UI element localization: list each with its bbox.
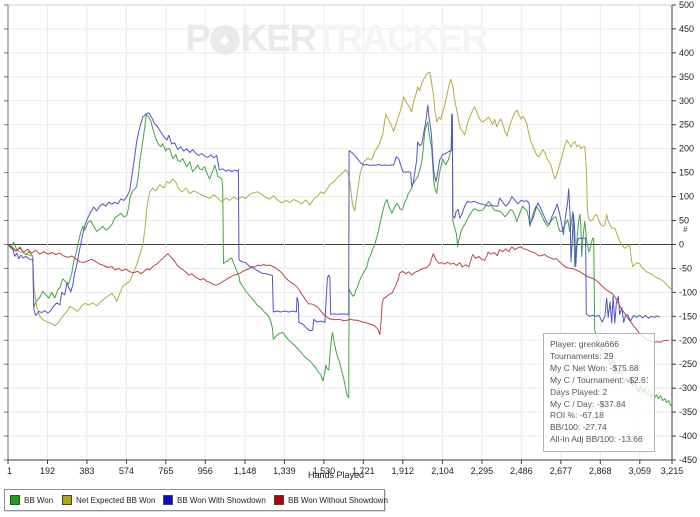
stat-line-per-day: My C / Day: -$37.84 — [550, 398, 626, 409]
x-tick-label: 383 — [79, 466, 94, 476]
x-tick-label: 1,339 — [273, 466, 296, 476]
x-axis-title: Hands Played — [307, 470, 365, 480]
y-tick-label: 100 — [679, 192, 694, 202]
x-tick-label: 574 — [119, 466, 134, 476]
legend-item-bb-won-with-showdown: BB Won With Showdown — [163, 490, 266, 510]
y-tick-label: 400 — [679, 48, 694, 58]
y-tick-label: 500 — [679, 0, 694, 10]
y-axis-title: # — [683, 225, 688, 234]
legend-label: BB Won Without Showdown — [288, 495, 388, 505]
stat-line-per-tournament: My C / Tournament: -$2.61 — [550, 374, 648, 385]
x-tick-label: 1,721 — [352, 466, 375, 476]
y-tick-label: -150 — [679, 311, 697, 321]
y-tick-label: 450 — [679, 24, 694, 34]
stat-line-net-won: My C Net Won: -$75.68 — [550, 362, 639, 373]
x-tick-label: 2,677 — [550, 466, 573, 476]
stat-line-bb100: BB/100: -27.74 — [550, 422, 607, 433]
y-tick-label: 300 — [679, 96, 694, 106]
stat-line-allin-adj: All-In Adj BB/100: -13.66 — [550, 434, 643, 445]
x-tick-label: 2,295 — [471, 466, 494, 476]
legend: BB Won Net Expected BB Won BB Won With S… — [4, 489, 388, 511]
watermark-tracker: TRACKER — [314, 18, 489, 60]
spade-icon: ♠ — [220, 29, 230, 49]
legend-item-net-expected-bb-won: Net Expected BB Won — [62, 490, 155, 510]
legend-swatch-without-showdown — [274, 495, 284, 505]
y-tick-label: 250 — [679, 120, 694, 130]
legend-label: BB Won With Showdown — [177, 495, 266, 505]
x-tick-label: 2,486 — [510, 466, 533, 476]
y-tick-label: -300 — [679, 383, 697, 393]
legend-swatch-with-showdown — [163, 495, 173, 505]
legend-swatch-bb-won — [10, 495, 20, 505]
y-tick-label: 0 — [679, 239, 684, 249]
watermark-ker: KER — [240, 18, 317, 60]
x-tick-label: 1,148 — [234, 466, 257, 476]
stat-line-days-played: Days Played: 2 — [550, 386, 608, 397]
x-tick-label: 3,059 — [629, 466, 652, 476]
watermark-p: P — [185, 18, 210, 60]
stat-line-tournaments: Tournaments: 29 — [550, 350, 614, 361]
legend-label: Net Expected BB Won — [76, 495, 156, 505]
y-tick-label: 350 — [679, 72, 694, 82]
stat-line-player: Player: grenka666 — [550, 339, 619, 349]
x-tick-label: 1,530 — [313, 466, 336, 476]
y-tick-label: -250 — [679, 359, 697, 369]
x-tick-label: 956 — [198, 466, 213, 476]
y-tick-label: -200 — [679, 335, 697, 345]
poker-chip-icon: ♠ — [209, 24, 240, 55]
pokertracker-watermark: P ♠ KER TRACKER — [0, 18, 672, 61]
legend-label: BB Won — [24, 495, 54, 505]
x-tick-label: 2,104 — [431, 466, 454, 476]
y-tick-label: -50 — [679, 263, 692, 273]
x-tick-label: 1 — [7, 466, 12, 476]
legend-swatch-net-expected — [62, 495, 72, 505]
stats-tooltip: Player: grenka666 Tournaments: 29 My C N… — [543, 333, 655, 452]
y-tick-label: -350 — [679, 407, 697, 417]
x-tick-label: 2,868 — [589, 466, 612, 476]
legend-item-bb-won: BB Won — [10, 490, 53, 510]
y-tick-label: -450 — [679, 455, 697, 465]
y-tick-label: 150 — [679, 168, 694, 178]
x-tick-label: 1,912 — [392, 466, 415, 476]
y-tick-label: 50 — [679, 216, 689, 226]
y-tick-label: -100 — [679, 287, 697, 297]
legend-item-bb-won-without-showdown: BB Won Without Showdown — [274, 490, 388, 510]
y-tick-label: 200 — [679, 144, 694, 154]
stat-line-roi: ROI %: -67.18 — [550, 410, 604, 421]
y-tick-label: -400 — [679, 431, 697, 441]
x-tick-label: 3,215 — [661, 466, 684, 476]
x-tick-label: 192 — [40, 466, 55, 476]
x-tick-label: 765 — [158, 466, 173, 476]
